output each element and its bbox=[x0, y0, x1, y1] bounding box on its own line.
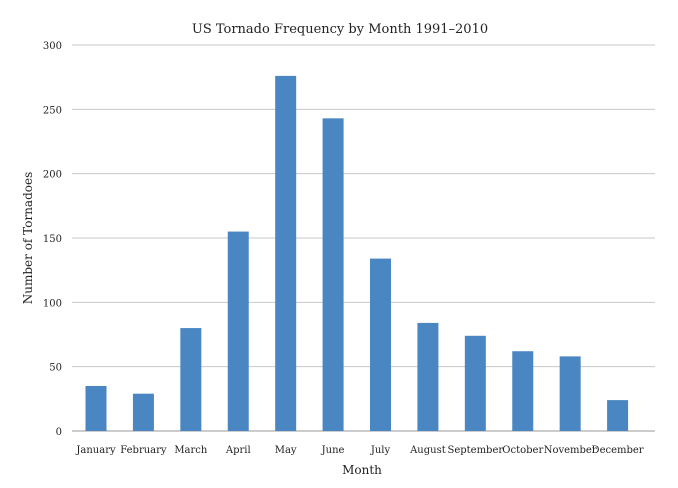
y-tick-label: 200 bbox=[43, 170, 62, 181]
x-tick-label: December bbox=[592, 445, 644, 456]
bar-june bbox=[322, 118, 344, 431]
bar-april bbox=[227, 231, 249, 431]
bar-march bbox=[180, 328, 202, 431]
bars bbox=[85, 75, 629, 431]
bar-february bbox=[132, 393, 154, 431]
x-tick-label: July bbox=[370, 445, 391, 456]
bar-july bbox=[370, 258, 391, 431]
y-tick-label: 100 bbox=[43, 298, 62, 309]
y-tick-label: 250 bbox=[43, 105, 62, 116]
bar-november bbox=[559, 356, 581, 431]
x-tick-label: October bbox=[502, 445, 543, 456]
bar-september bbox=[464, 335, 486, 431]
bar-may bbox=[275, 75, 297, 431]
y-tick-label: 50 bbox=[49, 363, 62, 374]
x-tick-label: September bbox=[447, 445, 503, 456]
bar-october bbox=[512, 351, 534, 431]
x-tick-label: June bbox=[321, 445, 345, 456]
y-axis-ticks: 0 50 100 150 200 250 300 bbox=[43, 41, 62, 438]
y-tick-label: 0 bbox=[56, 427, 62, 438]
x-tick-label: November bbox=[544, 445, 597, 456]
bar-august bbox=[417, 322, 439, 431]
gridlines bbox=[72, 44, 655, 432]
x-axis-ticks: January February March April May June July Augu… bbox=[75, 445, 643, 456]
x-tick-label: February bbox=[120, 445, 167, 456]
bar-december bbox=[607, 400, 629, 431]
x-tick-label: March bbox=[174, 445, 208, 456]
x-tick-label: May bbox=[275, 445, 297, 456]
x-tick-label: August bbox=[409, 445, 446, 456]
chart-title: US Tornado Frequency by Month 1991–2010 bbox=[192, 22, 488, 37]
x-tick-label: April bbox=[225, 445, 251, 456]
y-axis-label: Number of Tornadoes bbox=[21, 172, 35, 305]
bar-january bbox=[85, 385, 107, 431]
y-tick-label: 300 bbox=[43, 41, 62, 52]
y-tick-label: 150 bbox=[43, 234, 62, 245]
x-tick-label: January bbox=[75, 445, 116, 456]
x-axis-label: Month bbox=[342, 463, 382, 477]
